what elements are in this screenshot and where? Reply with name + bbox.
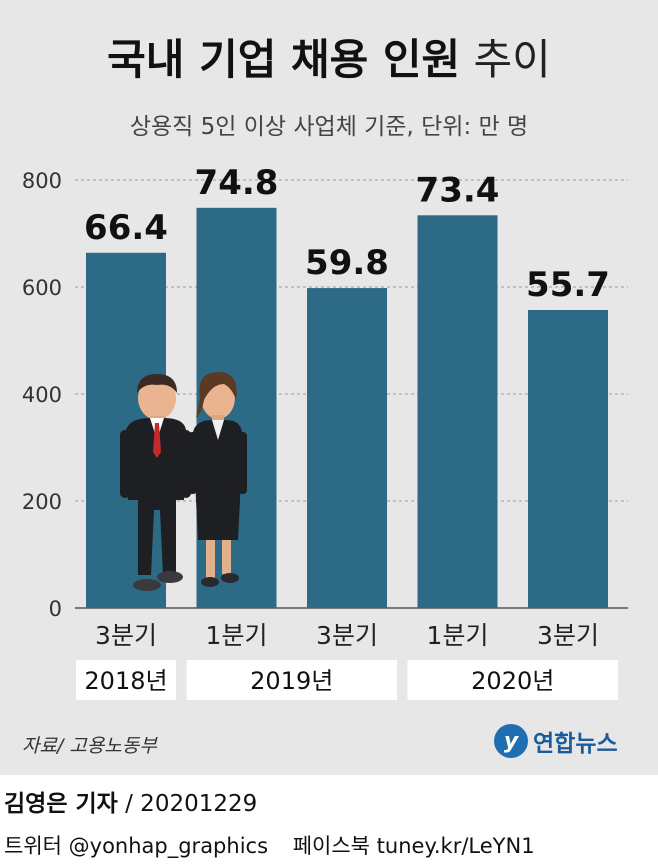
bar-value-label: 73.4: [416, 170, 500, 210]
source-note: 자료/ 고용노동부: [22, 735, 157, 757]
year-box: [76, 660, 176, 700]
reporter-name: 김영은 기자: [4, 791, 118, 817]
chart-title-suffix: 추이: [473, 35, 551, 84]
x-category-label: 1분기: [427, 621, 489, 650]
yonhap-logo-icon: y: [494, 724, 528, 758]
businesswoman-figure: [188, 372, 247, 587]
x-category-label: 3분기: [316, 621, 378, 650]
y-tick-label: 600: [22, 276, 62, 300]
twitter-handle: 트위터 @yonhap_graphics: [4, 834, 269, 858]
y-tick-label: 200: [22, 490, 62, 514]
graphic-card: 국내 기업 채용 인원 추이 상용직 5인 이상 사업체 기준, 단위: 만 명…: [0, 0, 658, 775]
bar-chart: 0 200 400 600 800: [22, 163, 628, 700]
chart-subtitle: 상용직 5인 이상 사업체 기준, 단위: 만 명: [129, 114, 529, 140]
businessman-figure: [120, 374, 191, 591]
year-box: [186, 660, 397, 700]
reporter-date: / 20201229: [125, 791, 258, 817]
bar: [307, 288, 387, 608]
year-label: 2019년: [250, 667, 333, 695]
bar-value-label: 66.4: [84, 208, 168, 248]
x-category-label: 3분기: [95, 621, 157, 650]
x-category-label: 3분기: [537, 621, 599, 650]
chart-title: 국내 기업 채용 인원 추이: [0, 30, 658, 90]
chart-title-main: 국내 기업 채용 인원: [107, 35, 461, 84]
x-category-label: 1분기: [206, 621, 268, 650]
bar-layer: [86, 207, 608, 608]
y-tick-label: 0: [49, 597, 62, 621]
year-label: 2020년: [471, 667, 554, 695]
yonhap-logo-text: 연합뉴스: [533, 731, 618, 757]
yonhap-logo: y 연합뉴스: [494, 724, 618, 758]
reporter-line: 김영은 기자 / 20201229: [4, 788, 257, 820]
bar: [528, 310, 608, 608]
year-label: 2018년: [84, 667, 167, 695]
footer-line: 트위터 @yonhap_graphics 페이스북 tuney.kr/LeYN1: [4, 830, 553, 862]
year-box: [407, 660, 618, 700]
bar-value-label: 59.8: [305, 243, 389, 283]
people-illustration: [120, 372, 247, 591]
grid-layer: 0 200 400 600 800: [22, 169, 628, 621]
bar: [417, 215, 498, 608]
y-tick-label: 400: [22, 383, 62, 407]
facebook-link: 페이스북 tuney.kr/LeYN1: [292, 834, 535, 858]
y-tick-label: 800: [22, 169, 62, 193]
bar-value-label: 74.8: [195, 163, 279, 203]
bar-value-label: 55.7: [526, 265, 610, 305]
label-layer: 66.4 3분기 74.8 1분기 59.8 3분기 73.4 1분기 55.7 3분기 2018년…: [76, 163, 618, 700]
